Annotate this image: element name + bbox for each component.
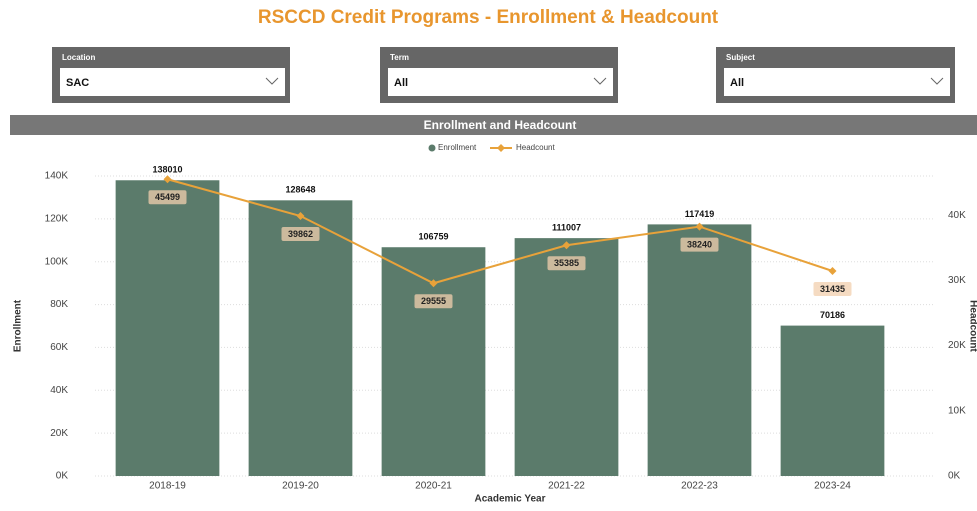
slicers: Location SAC Term All Subject All (52, 47, 955, 103)
x-tick-label: 2018-19 (149, 481, 186, 492)
x-axis-title: Academic Year (475, 494, 546, 505)
bar-value-label: 111007 (552, 223, 581, 233)
x-tick-label: 2019-20 (282, 481, 319, 492)
chart-header (10, 115, 977, 135)
bar (248, 200, 353, 476)
dropdown[interactable] (724, 68, 950, 96)
y-axis-title: Enrollment (13, 299, 24, 352)
line-marker (828, 266, 837, 275)
chevron (593, 77, 607, 85)
bar (647, 224, 752, 476)
y-tick-label: 80K (50, 299, 68, 310)
line-value-label: 31435 (820, 284, 845, 294)
label-box (547, 256, 586, 271)
bar-value-label: 117419 (685, 209, 715, 219)
y-tick-label: 40K (50, 385, 68, 396)
bar (115, 180, 220, 476)
label-box (414, 294, 453, 309)
bar (514, 238, 619, 476)
y2-tick-label: 30K (948, 275, 966, 286)
dropdown-value[interactable]: SAC (66, 77, 89, 89)
y2-axis-title: Headcount (967, 300, 977, 352)
line-marker (163, 175, 172, 184)
x-tick-label: 2021-22 (548, 481, 585, 492)
line-value-label: 35385 (554, 258, 579, 268)
legend-swatch (497, 144, 505, 152)
chevron (265, 77, 279, 85)
y-tick-label: 120K (45, 213, 69, 224)
slicer-label: Subject (726, 53, 755, 62)
slicer-label: Location (62, 53, 95, 62)
line (167, 178, 833, 285)
label-box (148, 190, 187, 205)
y-tick-label: 0K (56, 471, 69, 482)
legend-label: Enrollment (438, 143, 477, 152)
y-tick-label: 140K (45, 171, 69, 182)
dropdown[interactable] (388, 68, 613, 96)
y2-tick-label: 40K (948, 210, 966, 221)
bar-value-label: 128648 (285, 185, 315, 195)
dropdown-value[interactable]: All (730, 77, 744, 89)
line-marker (296, 212, 305, 221)
x-tick-label: 2023-24 (814, 481, 851, 492)
dropdown-value[interactable]: All (394, 77, 408, 89)
bar-value-label: 70186 (820, 310, 845, 320)
x-tick-label: 2022-23 (681, 481, 718, 492)
y2-tick-label: 10K (948, 405, 966, 416)
y2-tick-label: 0K (948, 471, 961, 482)
x-tick-label: 2020-21 (415, 481, 452, 492)
chevron (930, 77, 944, 85)
y-tick-label: 20K (50, 428, 68, 439)
bar-value-label: 138010 (152, 165, 182, 175)
page-title: RSCCD Credit Programs - Enrollment & Hea… (258, 7, 719, 28)
label-box (813, 281, 852, 296)
line-marker (562, 241, 571, 250)
bar-value-label: 106759 (418, 232, 448, 242)
bar (780, 325, 885, 476)
slicer-label: Term (390, 53, 409, 62)
line-value-label: 29555 (421, 296, 446, 306)
legend-swatch (428, 144, 436, 152)
line-value-label: 39862 (288, 229, 313, 239)
legend-label: Headcount (516, 143, 555, 152)
y2-tick-label: 20K (948, 340, 966, 351)
dropdown[interactable] (60, 68, 285, 96)
line-marker (695, 222, 704, 231)
line-value-label: 38240 (687, 239, 712, 249)
label-box (680, 237, 719, 252)
line-value-label: 45499 (155, 192, 180, 202)
line-marker (429, 279, 438, 288)
label-box (281, 227, 320, 242)
y-tick-label: 100K (45, 256, 69, 267)
y-tick-label: 60K (50, 342, 68, 353)
chart-title: Enrollment and Headcount (424, 118, 577, 132)
